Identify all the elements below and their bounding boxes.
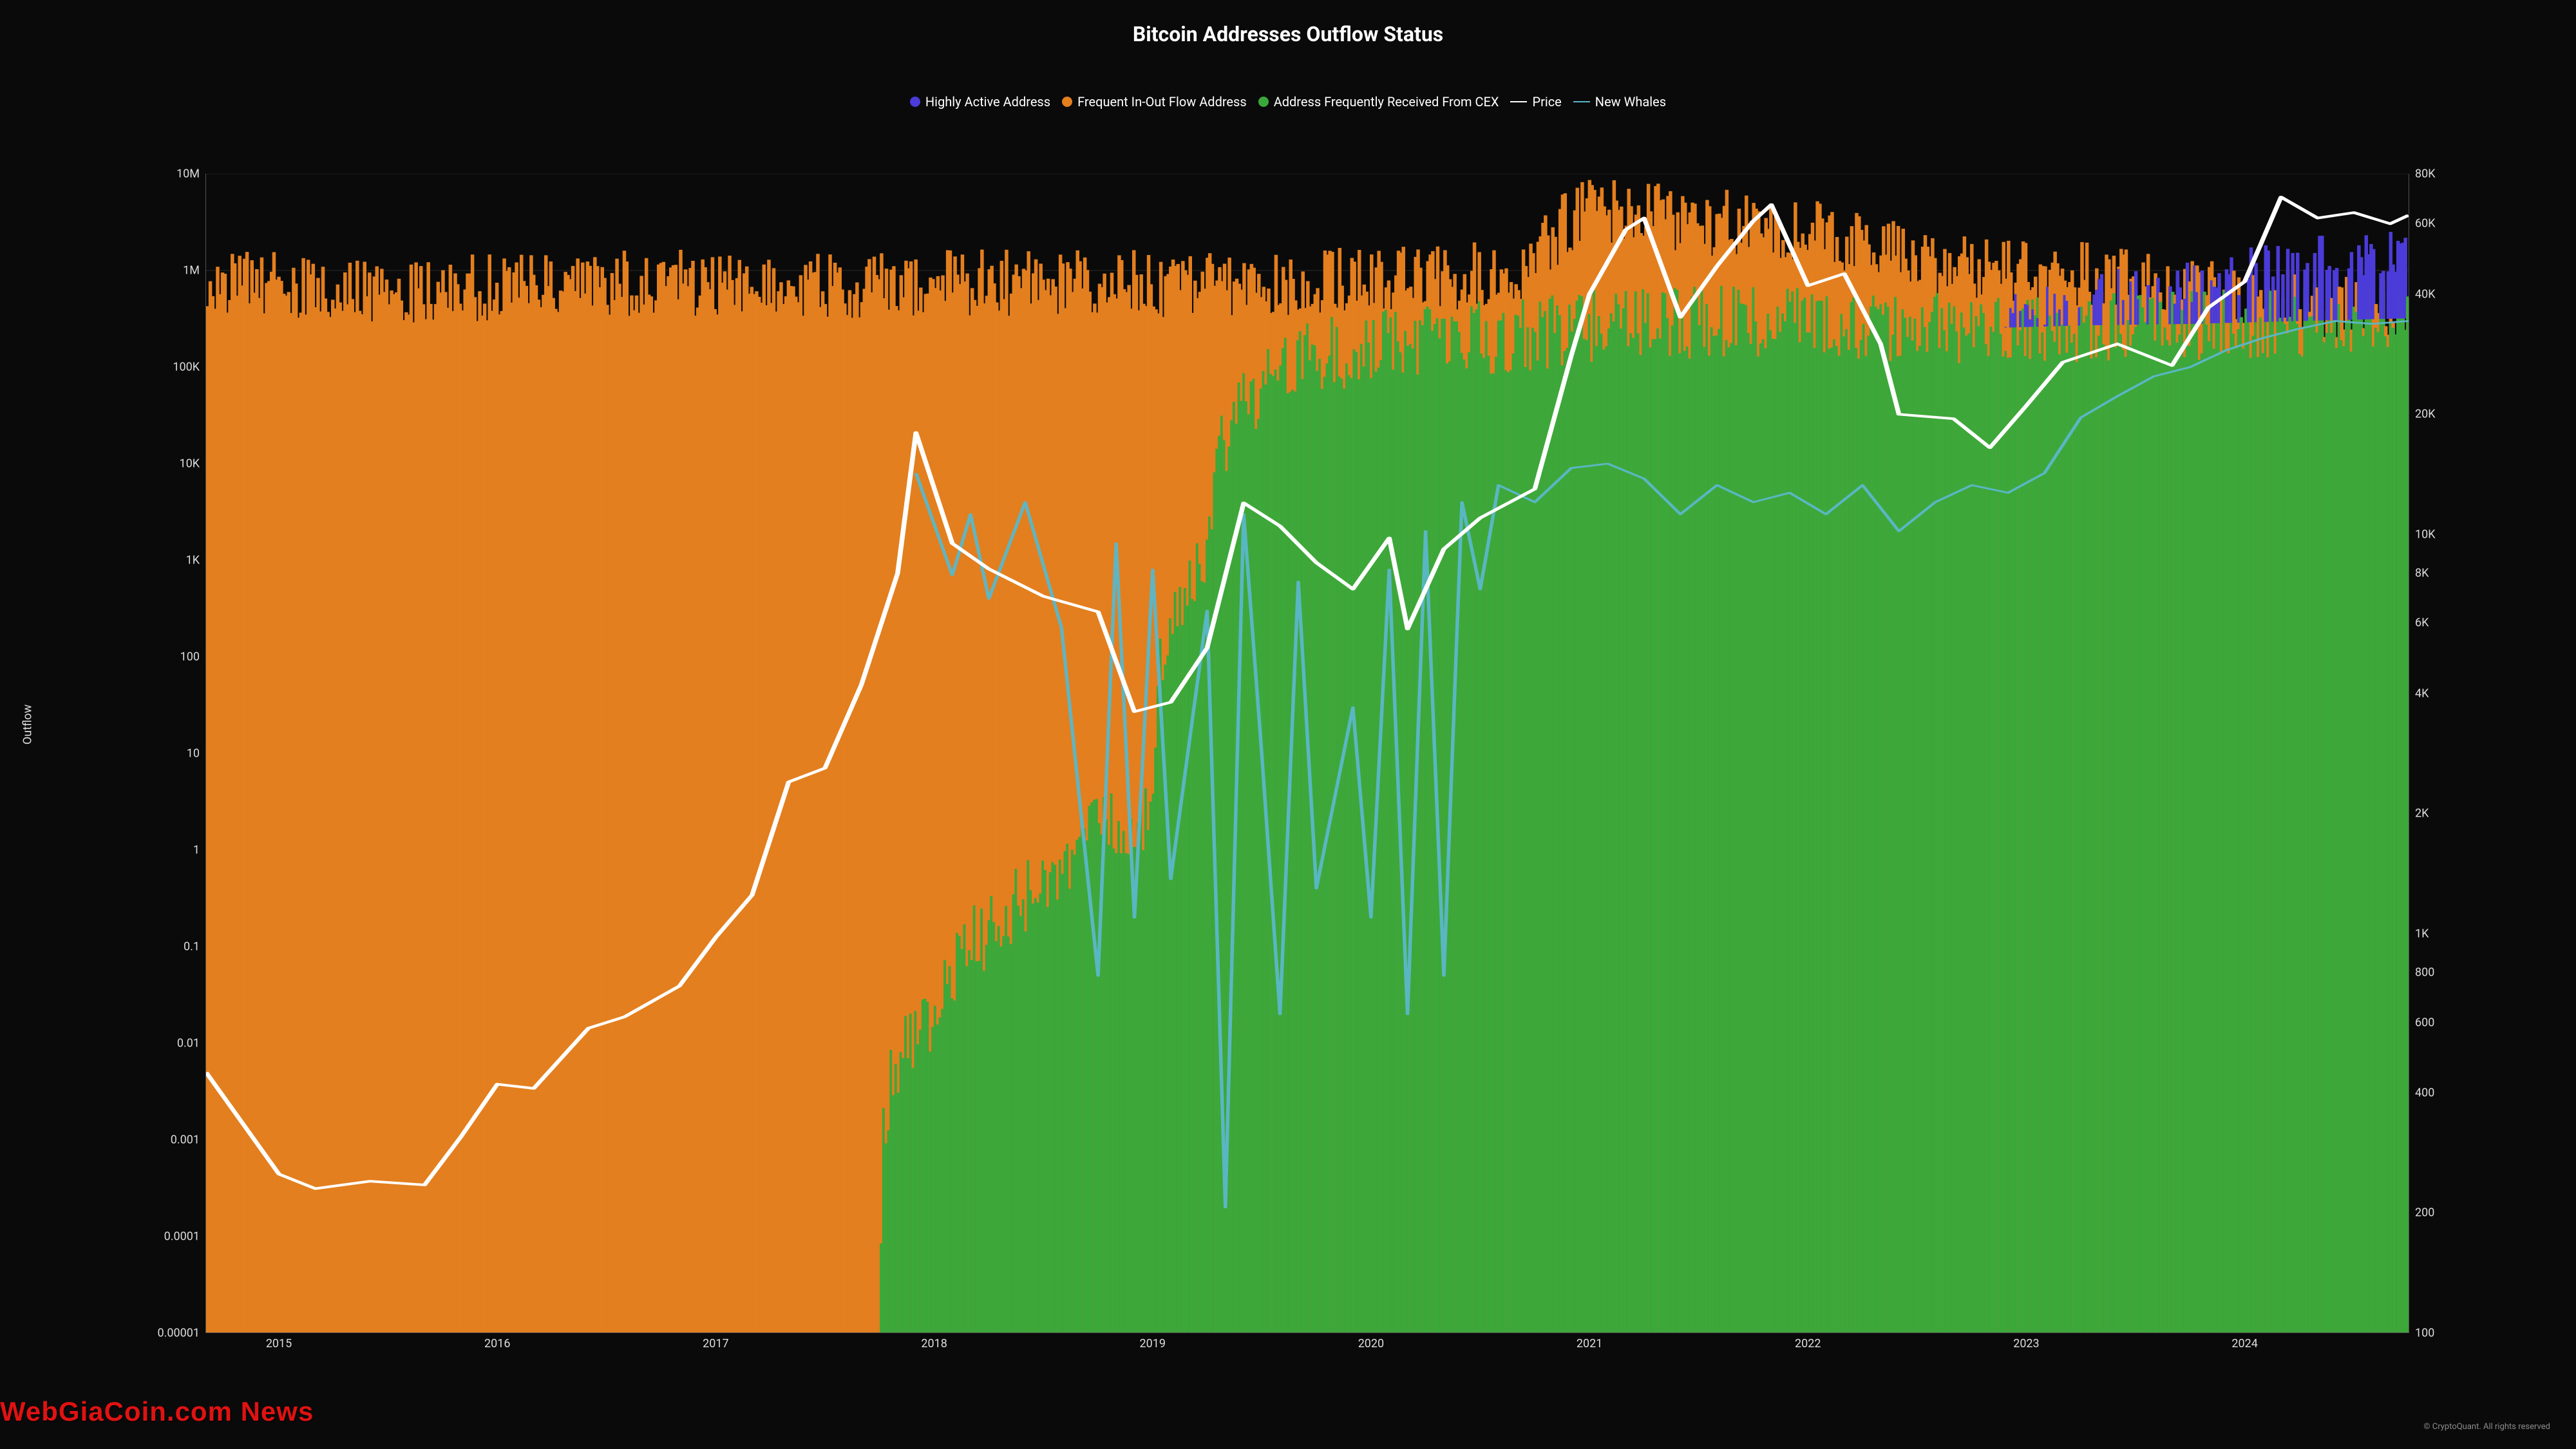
legend-item: Price bbox=[1510, 94, 1561, 109]
x-axis: 2015 2016 2017 2018 2019 2020 2021 2022 2023 2024 bbox=[206, 1333, 2409, 1449]
legend-item: New Whales bbox=[1573, 94, 1666, 109]
y2-tick: 800 bbox=[2415, 966, 2434, 980]
y1-tick: 10K bbox=[179, 457, 200, 471]
y2-tick: 40K bbox=[2415, 287, 2436, 301]
x-tick: 2015 bbox=[266, 1337, 292, 1350]
y1-tick: 1K bbox=[186, 553, 200, 567]
x-tick: 2023 bbox=[2013, 1337, 2039, 1350]
x-tick: 2024 bbox=[2231, 1337, 2257, 1350]
x-tick: 2020 bbox=[1358, 1337, 1384, 1350]
y1-tick: 100K bbox=[173, 360, 200, 374]
y2-tick: 200 bbox=[2415, 1206, 2434, 1220]
x-tick: 2021 bbox=[1577, 1337, 1602, 1350]
y2-tick: 20K bbox=[2415, 408, 2436, 421]
y2-tick: 4K bbox=[2415, 687, 2429, 700]
legend-label: Address Frequently Received From CEX bbox=[1274, 94, 1499, 109]
plot-area bbox=[206, 174, 2409, 1333]
legend-swatch-dot bbox=[1062, 97, 1072, 107]
y1-tick: 100 bbox=[180, 650, 200, 664]
y1-tick: 0.00001 bbox=[158, 1327, 200, 1340]
legend-item: Frequent In-Out Flow Address bbox=[1062, 94, 1247, 109]
legend-item: Highly Active Address bbox=[910, 94, 1050, 109]
y1-tick: 0.1 bbox=[184, 940, 200, 953]
y2-tick: 60K bbox=[2415, 217, 2436, 231]
y2-tick: 6K bbox=[2415, 616, 2429, 630]
watermark-text: WebGiaCoin.com News bbox=[0, 1396, 314, 1427]
plot-svg bbox=[206, 174, 2409, 1333]
y1-tick: 1M bbox=[183, 263, 200, 277]
y2-tick: 600 bbox=[2415, 1016, 2434, 1029]
legend-swatch-line bbox=[1510, 101, 1527, 102]
y2-tick: 1K bbox=[2415, 927, 2429, 940]
y1-tick: 10M bbox=[176, 167, 200, 181]
legend-swatch-dot bbox=[1258, 97, 1269, 107]
y1-axis: 10M1M100K10K1K1001010.10.010.0010.00010.… bbox=[0, 174, 206, 1333]
x-tick: 2022 bbox=[1795, 1337, 1821, 1350]
legend-label: Highly Active Address bbox=[925, 94, 1050, 109]
chart-title: Bitcoin Addresses Outflow Status bbox=[0, 22, 2576, 46]
copyright-text: © CryptoQuant. All rights reserved bbox=[2423, 1422, 2550, 1432]
legend-label: Frequent In-Out Flow Address bbox=[1077, 94, 1247, 109]
x-tick: 2016 bbox=[484, 1337, 510, 1350]
y1-tick: 0.0001 bbox=[164, 1230, 200, 1244]
y2-tick: 100 bbox=[2415, 1327, 2434, 1340]
x-tick: 2018 bbox=[921, 1337, 947, 1350]
legend-label: New Whales bbox=[1595, 94, 1666, 109]
chart-wrap: Bitcoin Addresses Outflow Status Highly … bbox=[0, 0, 2576, 1449]
legend-swatch-dot bbox=[910, 97, 920, 107]
y2-tick: 400 bbox=[2415, 1086, 2434, 1099]
y1-tick: 10 bbox=[187, 747, 200, 761]
legend-swatch-line bbox=[1573, 101, 1590, 102]
y2-tick: 80K bbox=[2415, 167, 2436, 181]
y1-tick: 0.01 bbox=[177, 1037, 200, 1050]
y2-tick: 2K bbox=[2415, 807, 2429, 820]
y2-axis: 80K60K40K20K10K8K6K4K2K1K800600400200100 bbox=[2409, 174, 2576, 1333]
x-tick: 2019 bbox=[1140, 1337, 1166, 1350]
x-tick: 2017 bbox=[703, 1337, 728, 1350]
y2-tick: 10K bbox=[2415, 527, 2436, 541]
legend-item: Address Frequently Received From CEX bbox=[1258, 94, 1499, 109]
legend-label: Price bbox=[1532, 94, 1561, 109]
chart-legend: Highly Active Address Frequent In-Out Flo… bbox=[0, 94, 2576, 109]
y1-tick: 0.001 bbox=[171, 1133, 200, 1147]
y1-tick: 1 bbox=[193, 844, 200, 857]
y2-tick: 8K bbox=[2415, 567, 2429, 580]
